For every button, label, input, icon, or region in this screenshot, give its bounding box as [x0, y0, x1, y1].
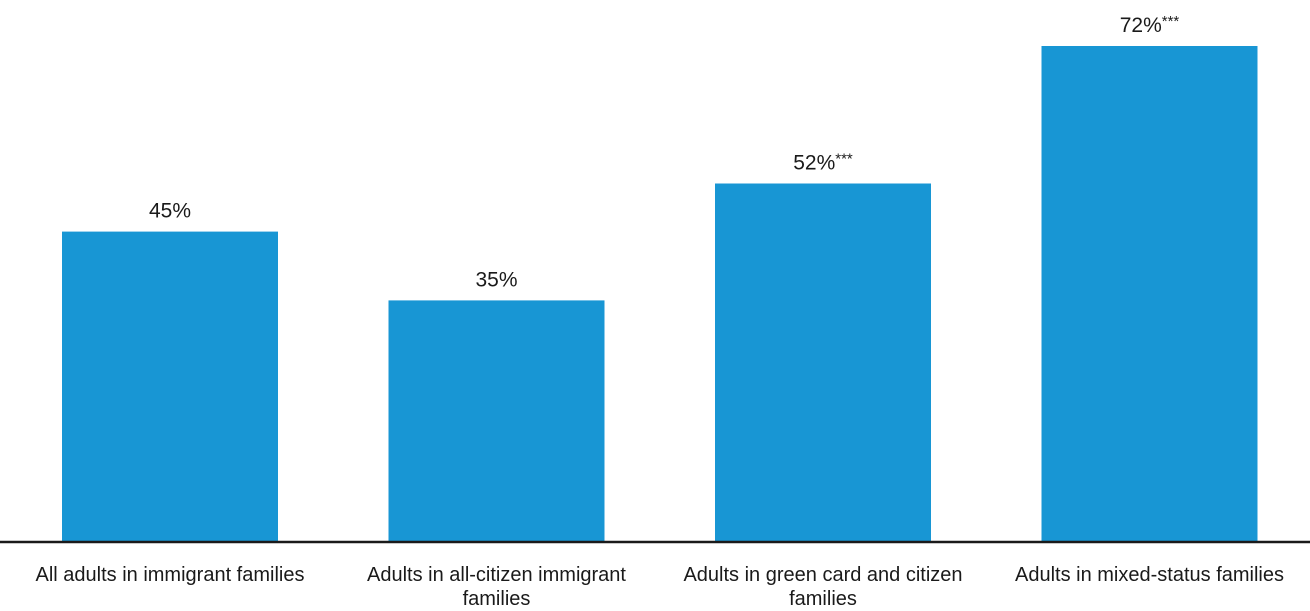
category-label-line: families: [789, 588, 857, 610]
value-label-2: 35%: [475, 268, 517, 291]
value-text: 45%: [149, 200, 191, 223]
category-label-line: All adults in immigrant families: [36, 564, 305, 586]
significance-mark: ***: [835, 151, 853, 168]
bar-1: [62, 231, 278, 541]
category-labels-group: All adults in immigrant families Adults i…: [36, 564, 1284, 610]
category-label-4: Adults in mixed-status families: [1015, 564, 1284, 586]
value-text: 72%: [1120, 14, 1162, 37]
bar-2: [388, 300, 605, 541]
bar-4: [1041, 46, 1258, 541]
category-label-2: Adults in all-citizen immigrant families: [367, 564, 626, 610]
category-label-line: Adults in mixed-status families: [1015, 564, 1284, 586]
category-label-3: Adults in green card and citizen families: [683, 564, 962, 610]
category-label-1: All adults in immigrant families: [36, 564, 305, 586]
category-label-line: families: [463, 588, 531, 610]
value-text: 52%: [793, 152, 835, 175]
bar-3: [715, 183, 931, 541]
category-label-line: Adults in all-citizen immigrant: [367, 564, 626, 586]
value-label-4: 72%***: [1120, 13, 1180, 37]
bars-group: [62, 46, 1258, 541]
significance-mark: ***: [1162, 13, 1180, 30]
value-label-3: 52%***: [793, 151, 853, 175]
value-text: 35%: [475, 268, 517, 291]
value-label-1: 45%: [149, 200, 191, 223]
category-label-line: Adults in green card and citizen: [683, 564, 962, 586]
value-labels-group: 45%35%52%***72%***: [149, 13, 1179, 291]
